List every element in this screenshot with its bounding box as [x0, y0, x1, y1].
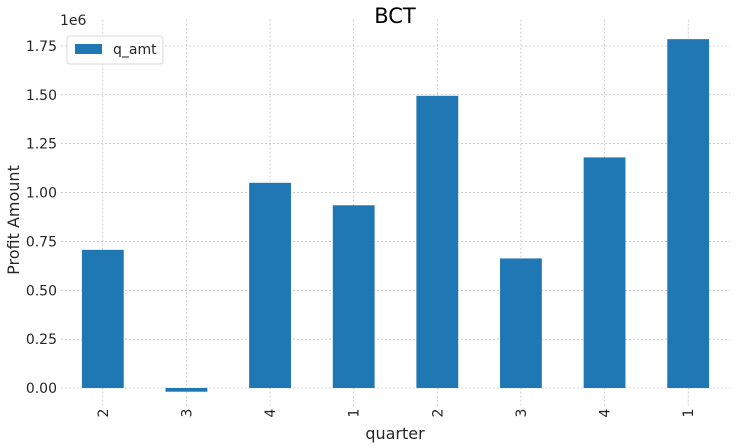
chart-title: BCT — [374, 4, 416, 28]
x-tick-label: 4 — [263, 408, 279, 417]
legend: q_amt — [66, 35, 164, 65]
x-tick-label: 3 — [179, 409, 195, 418]
grid — [61, 19, 730, 408]
y-tick-label: 0.50 — [26, 283, 57, 299]
x-tick-label: 1 — [347, 409, 363, 418]
bar — [500, 258, 542, 388]
x-tick-label: 2 — [430, 409, 446, 418]
bar — [416, 95, 459, 388]
legend-swatch-q-amt — [75, 44, 102, 54]
x-tick-label: 3 — [514, 409, 530, 418]
bar — [165, 388, 208, 392]
bar — [249, 182, 291, 388]
bar — [583, 157, 626, 388]
bar — [667, 39, 710, 388]
legend-box — [66, 35, 164, 65]
y-offset-label: 1e6 — [60, 13, 87, 29]
y-tick-label: 1.50 — [26, 88, 57, 104]
x-tick-label: 1 — [681, 409, 697, 418]
x-tick-labels: 2 3 4 1 2 3 4 1 — [96, 408, 697, 417]
y-tick-label: 0.00 — [26, 381, 57, 397]
legend-label-q-amt: q_amt — [113, 42, 157, 58]
x-tick-label: 2 — [96, 409, 112, 418]
bar — [81, 249, 124, 388]
bar — [332, 205, 375, 388]
y-tick-label: 1.25 — [26, 137, 57, 153]
y-tick-label: 1.00 — [26, 186, 57, 202]
y-tick-label: 1.75 — [26, 39, 57, 55]
y-tick-label: 0.75 — [26, 234, 57, 250]
bars — [81, 39, 710, 392]
y-tick-label: 0.25 — [26, 332, 57, 348]
y-tick-labels: 0.00 0.25 0.50 0.75 1.00 1.25 1.50 1.75 — [26, 39, 57, 397]
x-axis-label: quarter — [365, 424, 425, 443]
x-tick-label: 4 — [598, 408, 614, 417]
y-axis-label: Profit Amount — [4, 165, 23, 275]
